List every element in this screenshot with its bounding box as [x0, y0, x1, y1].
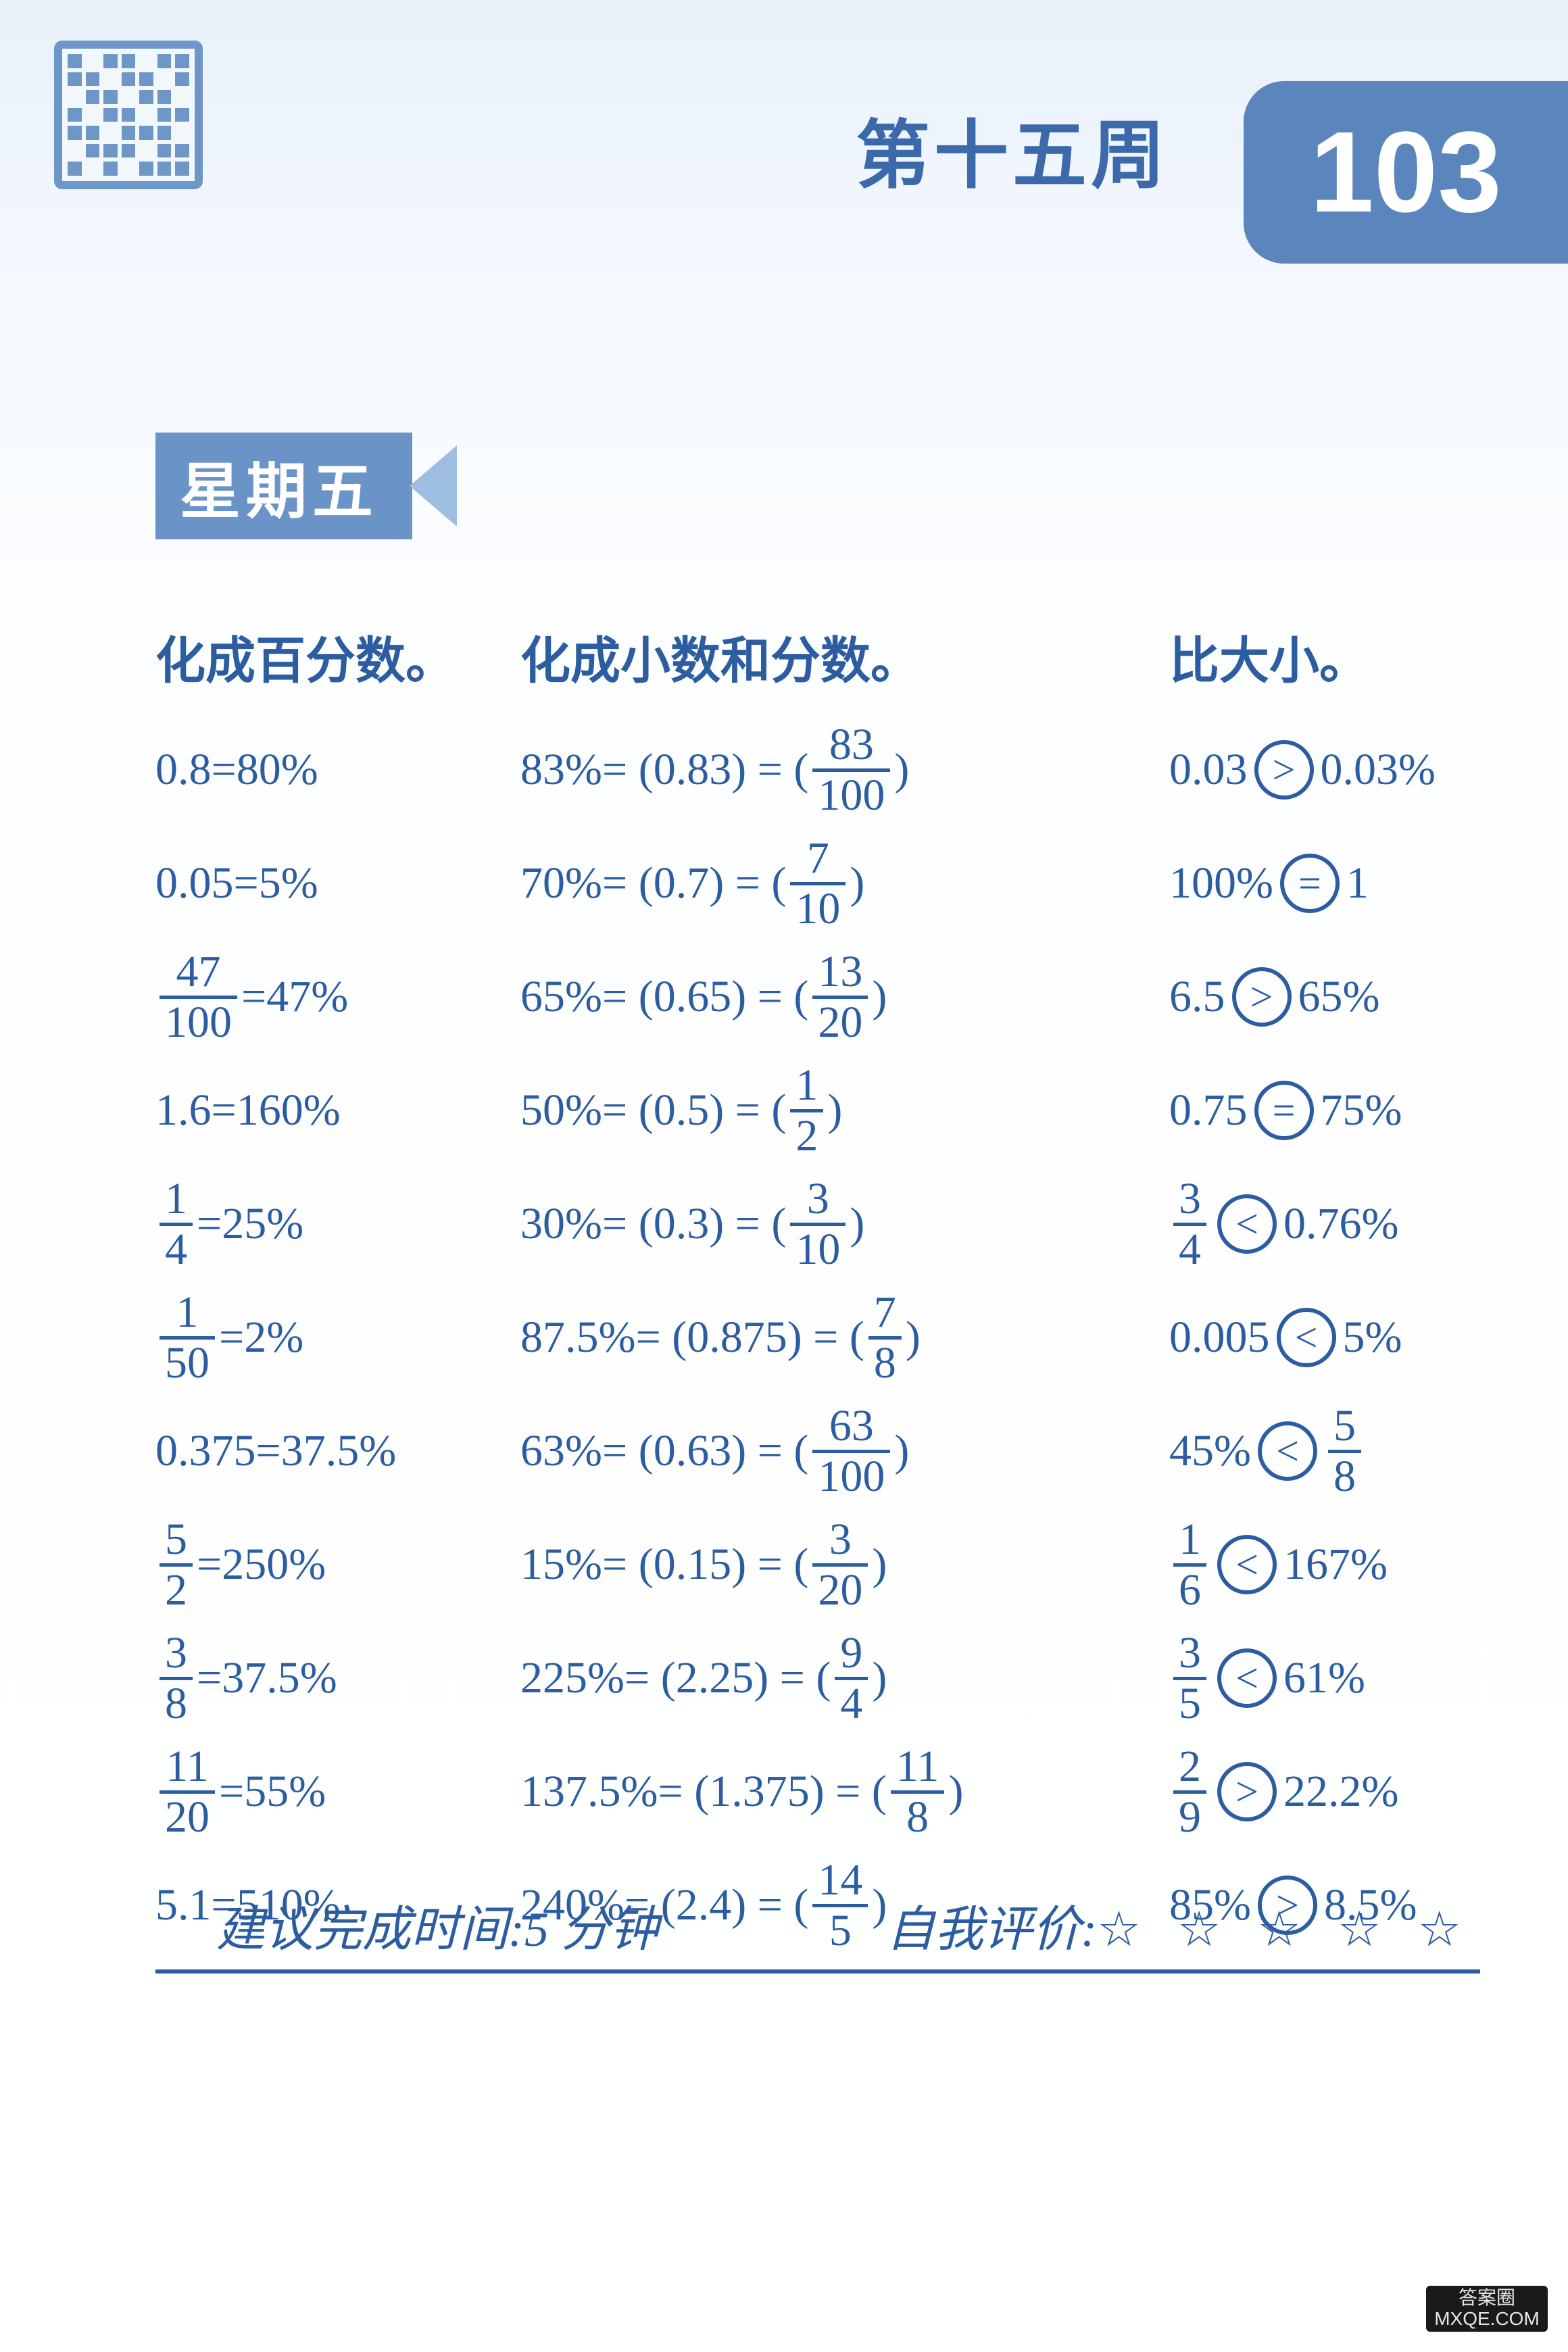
col2-cell: 83%= ( 0.83 ) = ( 83100 )	[520, 721, 1169, 819]
col1-cell: 1120 =55%	[155, 1743, 520, 1841]
fraction: 52	[160, 1516, 193, 1614]
fraction: 58	[1328, 1402, 1361, 1500]
week-title: 第十五周	[856, 95, 1169, 203]
fraction: 34	[1173, 1175, 1206, 1273]
fraction: 1120	[160, 1743, 215, 1841]
page-header: 第十五周 103	[0, 0, 1568, 257]
fraction: 83100	[812, 721, 890, 819]
col3-cell: 16<167%	[1169, 1516, 1473, 1614]
col2-cell: 137.5%= ( 1.375 ) = ( 118 )	[520, 1743, 1169, 1841]
col1-cell: 52 =250%	[155, 1516, 520, 1614]
chevron-left-icon	[410, 445, 457, 526]
col1-cell: 1.6 =160%	[155, 1085, 520, 1136]
fraction: 38	[160, 1630, 193, 1728]
section-headers: 化成百分数。 化成小数和分数。 比大小。	[155, 620, 1473, 693]
fraction: 16	[1173, 1516, 1206, 1614]
col2-cell: 30%= ( 0.3 ) = ( 310 )	[520, 1175, 1169, 1273]
col2-cell: 225%= ( 2.25 ) = ( 94 )	[520, 1630, 1169, 1728]
problem-row: 52 =250%15%= ( 0.15 ) = ( 320 )16<167%	[155, 1508, 1473, 1621]
page-number-tab: 103	[1244, 81, 1568, 264]
col1-cell: 150 =2%	[155, 1289, 520, 1387]
compare-circle: =	[1254, 1081, 1314, 1140]
col1-cell: 14 =25%	[155, 1175, 520, 1273]
fraction: 710	[790, 835, 846, 933]
footer: 建议完成时间:5 分钟 自我评价:☆ ☆ ☆ ☆ ☆	[216, 1889, 1473, 1960]
fraction: 94	[835, 1630, 868, 1728]
fraction: 150	[160, 1289, 215, 1387]
self-eval: 自我评价:☆ ☆ ☆ ☆ ☆	[886, 1889, 1473, 1960]
problem-row: 0.375 =37.5%63%= ( 0.63 ) = ( 63100 )45%…	[155, 1394, 1473, 1508]
watermark: 答案圈 MXQE.COM	[1426, 2286, 1548, 2332]
col1-cell: 0.05 =5%	[155, 858, 520, 909]
col2-cell: 63%= ( 0.63 ) = ( 63100 )	[520, 1402, 1169, 1500]
compare-circle: <	[1277, 1308, 1336, 1367]
footer-rule	[155, 1969, 1480, 1974]
suggested-time: 建议完成时间:5 分钟	[216, 1889, 658, 1960]
problem-rows: 0.8 =80%83%= ( 0.83 ) = ( 83100 )0.03>0.…	[155, 713, 1473, 1962]
page-number: 103	[1310, 106, 1502, 239]
compare-circle: <	[1217, 1648, 1277, 1708]
col3-cell: 29>22.2%	[1169, 1743, 1473, 1841]
content: 星期五 化成百分数。 化成小数和分数。 比大小。 0.8 =80%83%= ( …	[0, 257, 1568, 1962]
compare-circle: <	[1258, 1421, 1317, 1481]
col3-cell: 0.75=75%	[1169, 1081, 1473, 1140]
fraction: 310	[790, 1175, 846, 1273]
col3-cell: 34<0.76%	[1169, 1175, 1473, 1273]
self-eval-label: 自我评价:	[886, 1903, 1097, 1957]
fraction: 35	[1173, 1630, 1206, 1728]
problem-row: 47100 =47%65%= ( 0.65 ) = ( 1320 )6.5>65…	[155, 940, 1473, 1054]
problem-row: 150 =2%87.5%= ( 0.875 ) = ( 78 )0.005<5%	[155, 1281, 1473, 1394]
compare-circle: >	[1232, 967, 1292, 1027]
watermark-l1: 答案圈	[1459, 2288, 1515, 2309]
compare-circle: <	[1217, 1194, 1277, 1254]
fraction: 320	[812, 1516, 868, 1614]
problem-row: 0.05 =5%70%= ( 0.7 ) = ( 710 )100%=1	[155, 827, 1473, 940]
col2-cell: 65%= ( 0.65 ) = ( 1320 )	[520, 948, 1169, 1046]
compare-circle: <	[1217, 1535, 1277, 1594]
compare-circle: =	[1280, 854, 1340, 913]
qr-code-icon	[54, 41, 203, 189]
problem-row: 0.8 =80%83%= ( 0.83 ) = ( 83100 )0.03>0.…	[155, 713, 1473, 827]
col3-cell: 45%<58	[1169, 1402, 1473, 1500]
col3-header: 比大小。	[1169, 620, 1473, 693]
fraction: 63100	[812, 1402, 890, 1500]
col2-cell: 87.5%= ( 0.875 ) = ( 78 )	[520, 1289, 1169, 1387]
fraction: 47100	[160, 948, 237, 1046]
col2-cell: 15%= ( 0.15 ) = ( 320 )	[520, 1516, 1169, 1614]
problem-row: 14 =25%30%= ( 0.3 ) = ( 310 )34<0.76%	[155, 1167, 1473, 1281]
col3-cell: 6.5>65%	[1169, 967, 1473, 1027]
col3-cell: 0.005<5%	[1169, 1308, 1473, 1367]
fraction: 14	[160, 1175, 193, 1273]
watermark-l2: MXQE.COM	[1434, 2309, 1540, 2330]
col3-cell: 100%=1	[1169, 854, 1473, 913]
col3-cell: 0.03>0.03%	[1169, 740, 1473, 800]
col1-cell: 0.8 =80%	[155, 744, 520, 795]
star-rating[interactable]: ☆ ☆ ☆ ☆ ☆	[1097, 1903, 1473, 1957]
col3-cell: 35<61%	[1169, 1630, 1473, 1728]
fraction: 29	[1173, 1743, 1206, 1841]
col2-header: 化成小数和分数。	[520, 620, 1169, 693]
fraction: 118	[891, 1743, 945, 1841]
col2-cell: 50%= ( 0.5 ) = ( 12 )	[520, 1062, 1169, 1160]
col1-header: 化成百分数。	[155, 620, 520, 693]
col2-cell: 70%= ( 0.7 ) = ( 710 )	[520, 835, 1169, 933]
fraction: 12	[790, 1062, 823, 1160]
day-label: 星期五	[155, 433, 457, 539]
col1-cell: 47100 =47%	[155, 948, 520, 1046]
compare-circle: >	[1254, 740, 1314, 800]
day-label-text: 星期五	[155, 433, 412, 539]
problem-row: 38 =37.5%225%= ( 2.25 ) = ( 94 )35<61%	[155, 1621, 1473, 1735]
page-root: 第十五周 103 星期五 化成百分数。 化成小数和分数。 比大小。 0.8 =8…	[0, 0, 1568, 2352]
compare-circle: >	[1217, 1762, 1277, 1821]
fraction: 78	[868, 1289, 902, 1387]
fraction: 1320	[812, 948, 868, 1046]
col1-cell: 38 =37.5%	[155, 1630, 520, 1728]
problem-row: 1120 =55%137.5%= ( 1.375 ) = ( 118 )29>2…	[155, 1735, 1473, 1848]
col1-cell: 0.375 =37.5%	[155, 1425, 520, 1477]
problem-row: 1.6 =160%50%= ( 0.5 ) = ( 12 )0.75=75%	[155, 1054, 1473, 1167]
